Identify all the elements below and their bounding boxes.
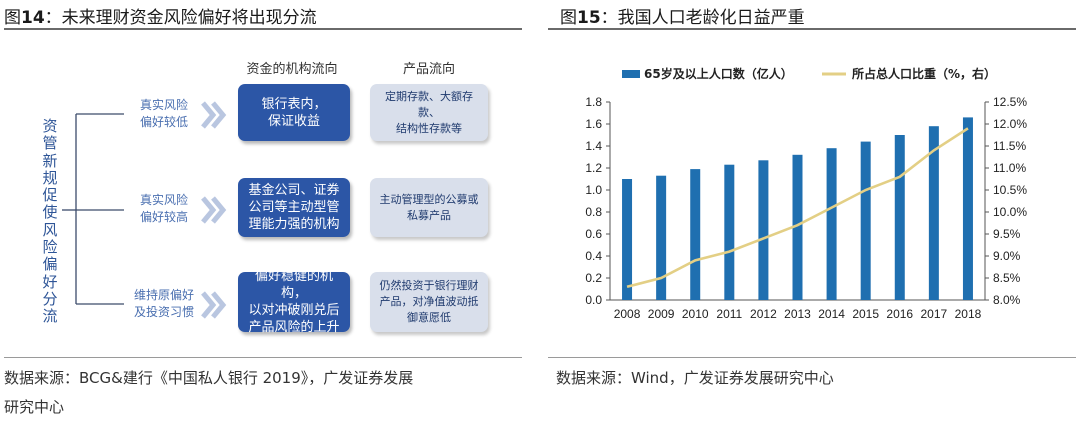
bar — [894, 135, 905, 300]
left-tick-label: 0.8 — [585, 205, 602, 219]
legend-bar-label: 65岁及以上人口数（亿人） — [644, 66, 793, 81]
bar — [792, 154, 803, 300]
aging-chart: 0.0 0.2 0.4 0.6 0.8 1.0 1.2 1.4 1.6 1.8 8.0% 8.5% 9.… — [585, 66, 1027, 321]
right-tick-label: 10.0% — [993, 205, 1027, 219]
product-box-bank-wealth: 仍然投资于银行理财 产品，对净值波动抵 御意愿低 — [370, 272, 488, 332]
right-tick-label: 9.0% — [993, 249, 1021, 263]
bar — [826, 148, 837, 300]
vertical-title-char: 分 — [42, 289, 58, 308]
institution-box-stable: 偏好稳健的机构， 以对冲破刚兑后 产品风险的上升 — [238, 269, 350, 335]
bar — [724, 164, 735, 300]
vertical-title-char: 使 — [42, 203, 58, 222]
x-tick-label: 2010 — [682, 307, 709, 321]
right-tick-label: 12.5% — [993, 95, 1027, 109]
right-source-note: 数据来源：Wind，广发证券发展研究中心 — [556, 369, 834, 387]
col-header-product: 产品流向 — [402, 62, 455, 77]
vertical-title-char: 资 — [42, 117, 58, 135]
bar — [690, 169, 701, 300]
vertical-title-char: 风 — [42, 220, 58, 239]
chevron-right-icon — [201, 291, 227, 319]
x-tick-label: 2013 — [784, 307, 811, 321]
left-figure-title: 图14：未来理财资金风险偏好将出现分流 — [4, 8, 317, 28]
vertical-title-char: 规 — [42, 168, 58, 187]
vertical-title-char: 促 — [42, 186, 58, 205]
left-figure-number: 14 — [21, 8, 45, 28]
x-tick-label: 2008 — [614, 307, 641, 321]
right-tick-label: 11.0% — [993, 161, 1026, 175]
left-figure-caption: 未来理财资金风险偏好将出现分流 — [61, 8, 317, 28]
right-tick-label: 10.5% — [993, 183, 1027, 197]
vertical-title-char: 新 — [42, 151, 58, 170]
chevron-right-icon — [201, 101, 227, 129]
bar — [758, 160, 769, 300]
product-box-deposits: 定期存款、大额存款、 结构性存款等 — [370, 84, 488, 141]
left-source-note: 数据来源：BCG&建行《中国私人银行 2019》，广发证券发展 — [4, 369, 414, 387]
x-tick-label: 2012 — [750, 307, 777, 321]
x-tick-label: 2009 — [648, 307, 675, 321]
x-tick-label: 2011 — [716, 307, 742, 321]
left-source-rule — [4, 357, 522, 358]
x-tick-label: 2017 — [921, 307, 948, 321]
right-figure-title: 图15：我国人口老龄化日益严重 — [560, 8, 805, 28]
bar — [656, 175, 667, 300]
right-title-rule — [548, 28, 1076, 30]
bar — [622, 179, 633, 300]
preference-low: 真实风险 偏好较低 — [139, 98, 188, 129]
right-tick-label: 9.5% — [993, 227, 1021, 241]
institution-box-bank: 银行表内， 保证收益 — [238, 84, 350, 141]
right-tick-label: 11.5% — [993, 139, 1026, 153]
chevron-right-icon — [201, 196, 227, 224]
left-tick-label: 1.8 — [585, 95, 602, 109]
left-source-note-cont: 研究中心 — [4, 398, 65, 416]
vertical-title-char: 偏 — [42, 255, 58, 274]
vertical-title-char: 管 — [42, 134, 58, 153]
col-header-institution: 资金的机构流向 — [246, 62, 338, 77]
left-tick-label: 1.0 — [585, 183, 602, 197]
left-tick-label: 1.2 — [585, 161, 602, 175]
product-box-active-funds: 主动管理型的公募或 私募产品 — [370, 178, 488, 237]
vertical-title: 资 管 新 规 促 使 风 险 偏 好 分 流 — [41, 117, 59, 326]
preference-high: 真实风险 偏好较高 — [139, 193, 188, 224]
left-title-rule — [4, 28, 522, 30]
bar — [860, 141, 871, 300]
right-figure-caption: 我国人口老龄化日益严重 — [617, 8, 805, 28]
right-tick-label: 8.5% — [993, 271, 1021, 285]
bar — [928, 126, 939, 300]
x-tick-label: 2014 — [818, 307, 845, 321]
left-tick-label: 0.4 — [585, 249, 602, 263]
bracket-connector — [62, 113, 124, 305]
right-tick-label: 12.0% — [993, 117, 1027, 131]
left-tick-label: 1.4 — [585, 139, 602, 153]
x-tick-label: 2015 — [852, 307, 879, 321]
right-source-rule — [548, 357, 1076, 358]
left-tick-label: 0.6 — [585, 227, 602, 241]
vertical-title-char: 好 — [42, 272, 58, 291]
left-figure-label: 图 — [4, 8, 21, 28]
left-tick-label: 0.2 — [585, 271, 602, 285]
vertical-title-char: 险 — [42, 238, 58, 257]
left-tick-label: 1.6 — [585, 117, 602, 131]
x-tick-label: 2016 — [886, 307, 913, 321]
x-tick-label: 2018 — [955, 307, 982, 321]
preference-unchanged: 维持原偏好 及投资习惯 — [133, 288, 194, 319]
right-figure-label: 图 — [560, 8, 577, 28]
legend-line-label: 所占总人口比重（%，右） — [852, 66, 996, 81]
legend-bar-swatch — [622, 70, 640, 78]
right-figure-number: 15 — [577, 8, 601, 28]
left-tick-label: 0.0 — [585, 293, 602, 307]
right-tick-label: 8.0% — [993, 293, 1021, 307]
bar — [962, 117, 973, 301]
institution-box-active-managers: 基金公司、证券 公司等主动型管 理能力强的机构 — [238, 178, 350, 237]
vertical-title-char: 流 — [42, 307, 58, 326]
